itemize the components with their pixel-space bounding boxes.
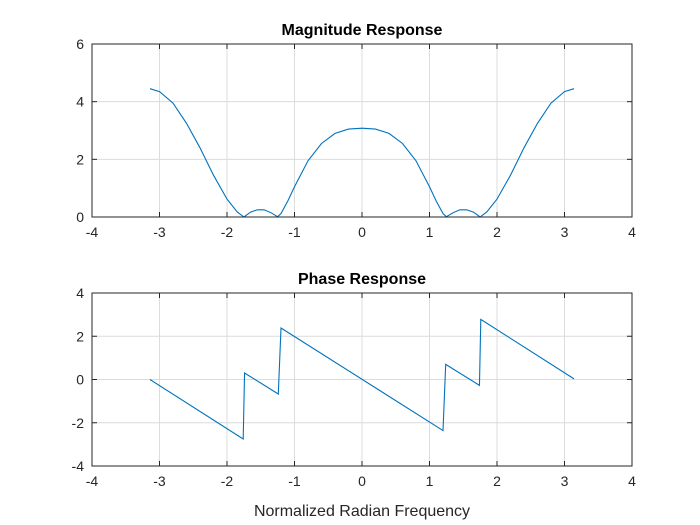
phase-xtick-label: -4 — [86, 473, 99, 489]
phase-xtick-label: 0 — [358, 473, 366, 489]
phase-xtick-label: -3 — [153, 473, 166, 489]
phase-series-line — [149, 318, 575, 440]
magnitude-ytick-label: 6 — [76, 36, 84, 52]
magnitude-xtick-label: -1 — [288, 224, 301, 240]
magnitude-ytick-label: 2 — [76, 151, 84, 167]
phase-ytick-label: -2 — [72, 415, 85, 431]
phase-xtick-label: 2 — [493, 473, 501, 489]
phase-ytick-label: 0 — [76, 372, 84, 388]
magnitude-xtick-label: -4 — [86, 224, 99, 240]
magnitude-series — [149, 88, 575, 218]
magnitude-xtick-label: 0 — [358, 224, 366, 240]
phase-title: Phase Response — [298, 271, 426, 288]
magnitude-series-line — [149, 88, 575, 218]
magnitude-ytick-label: 0 — [76, 209, 84, 225]
phase-xlabel: Normalized Radian Frequency — [254, 503, 470, 520]
magnitude-xtick-label: 3 — [561, 224, 569, 240]
magnitude-xtick-label: -3 — [153, 224, 166, 240]
magnitude-title: Magnitude Response — [282, 22, 443, 39]
magnitude-ytick-label: 4 — [76, 94, 84, 110]
phase-axes: Phase Response -4 -3 -2 -1 0 1 2 3 4 -4 -2 0 2 4 Norm… — [72, 271, 637, 520]
phase-series — [149, 318, 575, 440]
magnitude-ticks: -4 -3 -2 -1 0 1 2 3 4 0 2 4 6 — [76, 36, 636, 240]
phase-xtick-label: -2 — [221, 473, 234, 489]
magnitude-axes: Magnitude Response -4 -3 -2 -1 0 1 2 3 4 0 2 4 6 — [76, 22, 636, 240]
phase-ytick-label: -4 — [72, 458, 85, 474]
phase-xtick-label: -1 — [288, 473, 301, 489]
phase-xtick-label: 3 — [561, 473, 569, 489]
magnitude-xtick-label: -2 — [221, 224, 234, 240]
phase-ytick-label: 4 — [76, 285, 84, 301]
magnitude-xtick-label: 4 — [628, 224, 636, 240]
magnitude-xtick-label: 2 — [493, 224, 501, 240]
phase-ticks: -4 -3 -2 -1 0 1 2 3 4 -4 -2 0 2 4 — [72, 285, 637, 489]
phase-xtick-label: 4 — [628, 473, 636, 489]
phase-xtick-label: 1 — [426, 473, 434, 489]
magnitude-xtick-label: 1 — [426, 224, 434, 240]
phase-ytick-label: 2 — [76, 328, 84, 344]
